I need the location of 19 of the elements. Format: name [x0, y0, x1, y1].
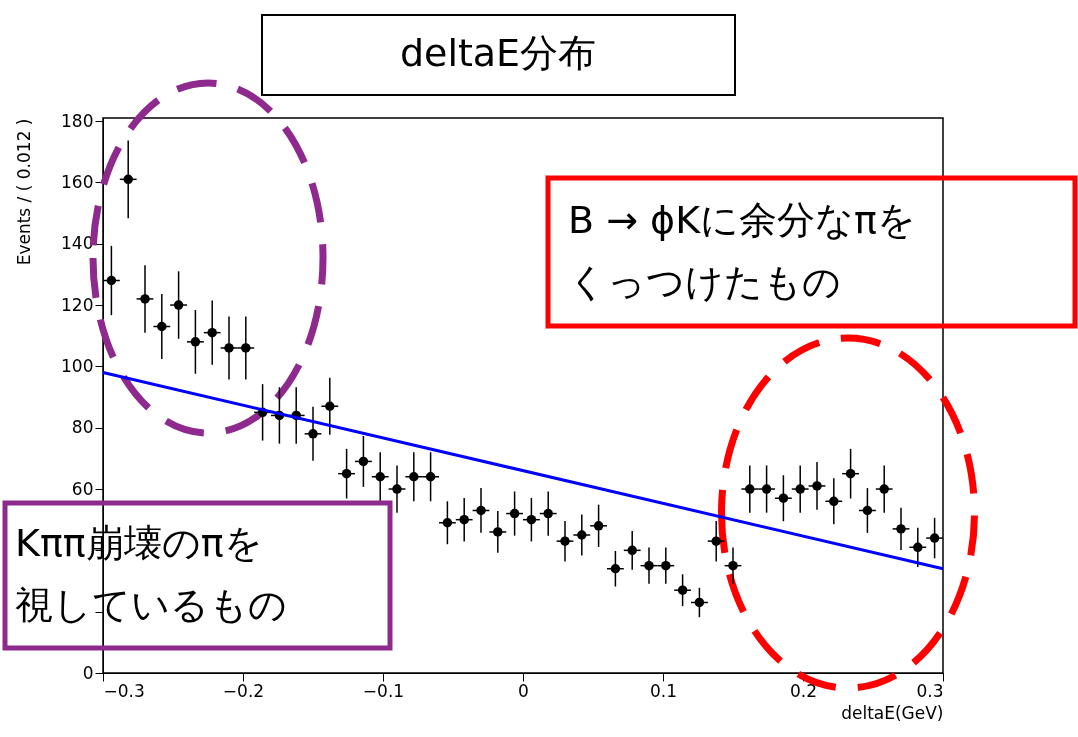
- y-tick-label: 100: [61, 355, 94, 376]
- annotation: くっつけたもの: [568, 260, 841, 304]
- y-tick-label: 120: [61, 294, 94, 315]
- x-tick-label: 0.2: [789, 680, 818, 701]
- y-tick-label: 80: [71, 417, 94, 438]
- x-tick-label: 0.1: [649, 680, 678, 701]
- x-tick-label: −0.3: [103, 680, 145, 701]
- y-tick-label: 180: [61, 110, 94, 131]
- x-tick-label: −0.2: [222, 680, 265, 701]
- y-tick-label: 0: [82, 662, 94, 683]
- y-tick-label: 160: [61, 171, 94, 192]
- y-axis-title: Events / ( 0.012 ): [13, 118, 34, 266]
- x-tick-label: 0: [518, 680, 529, 701]
- x-axis-title: deltaE(GeV): [841, 702, 944, 723]
- x-tick-label: 0.3: [916, 680, 944, 701]
- chart-title: deltaE分布: [399, 31, 597, 75]
- x-tick-label: −0.1: [362, 680, 405, 701]
- annotation: B → ϕKに余分なπを: [568, 198, 916, 242]
- y-tick-label: 60: [71, 478, 94, 499]
